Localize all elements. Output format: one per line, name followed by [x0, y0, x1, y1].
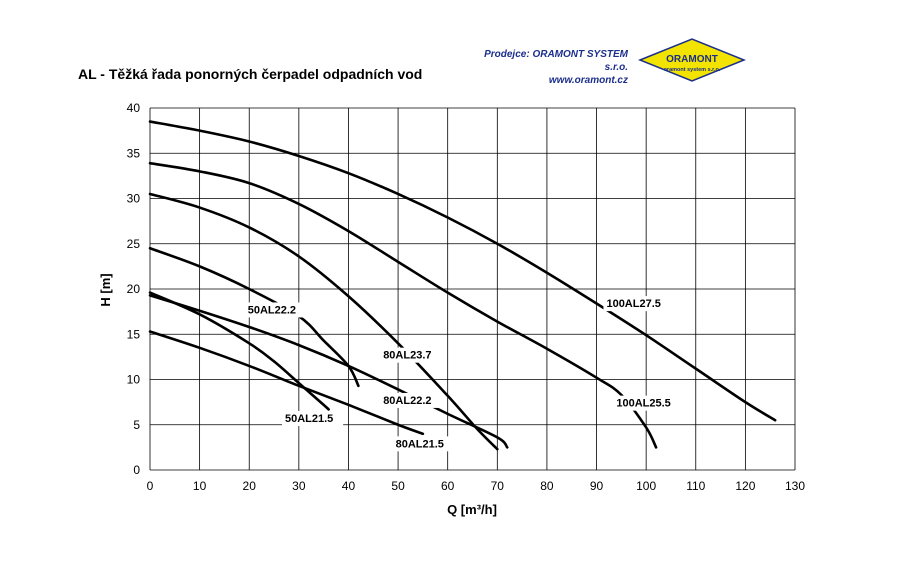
series-group	[148, 120, 777, 451]
y-axis-label: H [m]	[98, 273, 113, 306]
x-tick-label: 20	[243, 479, 257, 493]
y-tick-label: 35	[127, 146, 141, 160]
x-tick-label: 30	[292, 479, 306, 493]
x-axis-label: Q [m³/h]	[447, 502, 497, 517]
x-tick-label: 100	[636, 479, 656, 493]
curve-100al25.5	[148, 161, 658, 449]
y-tick-label: 0	[133, 463, 140, 477]
curve-label-bg	[380, 392, 442, 408]
x-tick-label: 110	[686, 479, 705, 493]
y-tick-label: 5	[133, 418, 140, 432]
curve-labels: 100AL27.5 100AL25.5 80AL23.7 80AL22.2 50AL22…	[244, 296, 682, 452]
curve-label-80al21.5: 80AL21.5	[396, 438, 444, 450]
x-tick-label: 70	[491, 479, 505, 493]
x-tick-label: 10	[193, 479, 207, 493]
curve-label-80al22.2: 80AL22.2	[383, 395, 431, 407]
x-tick-label: 80	[540, 479, 554, 493]
curve-label-bg	[281, 411, 344, 427]
y-tick-label: 40	[127, 101, 141, 115]
curve-label-bg	[603, 296, 672, 312]
x-tick-label: 40	[342, 479, 356, 493]
curve-100al27.5	[148, 120, 777, 422]
x-tick-label: 90	[590, 479, 604, 493]
curve-80al21.5	[148, 330, 425, 436]
dealer-web: www.oramont.cz	[548, 75, 628, 86]
y-tick-label: 30	[127, 192, 141, 206]
y-tick-label: 15	[127, 327, 141, 341]
dealer-company: ORAMONT SYSTEM s.r.o.	[532, 49, 628, 73]
x-tick-label: 120	[735, 479, 755, 493]
y-tick-label: 20	[127, 282, 141, 296]
curve-label-50al22.2: 50AL22.2	[248, 304, 296, 316]
oramont-logo: ORAMONT oramont system s.r.o.	[637, 38, 747, 82]
y-tick-label: 25	[127, 237, 141, 251]
curve-label-50al21.5: 50AL21.5	[285, 413, 333, 425]
curve-label-bg	[613, 395, 682, 411]
x-tick-label: 130	[785, 479, 805, 493]
logo-diamond	[637, 38, 747, 82]
curve-label-bg	[244, 302, 306, 318]
logo-text: ORAMONT	[666, 54, 718, 65]
chart-title: AL - Těžká řada ponorných čerpadel odpad…	[78, 66, 423, 82]
axes: 0 10 20 30 40 50 60 70 80 90 100 110 120 130 0 5 10 15 20 2…	[127, 101, 806, 493]
x-tick-label: 50	[391, 479, 405, 493]
x-tick-label: 60	[441, 479, 455, 493]
curve-label-80al23.7: 80AL23.7	[383, 350, 431, 362]
y-tick-label: 10	[127, 373, 141, 387]
x-tick-label: 0	[147, 479, 154, 493]
curve-label-100al25.5: 100AL25.5	[616, 398, 670, 410]
curve-label-bg	[392, 436, 454, 452]
curve-label-bg	[380, 347, 442, 363]
curve-80al23.7	[148, 192, 499, 451]
dealer-info: Prodejce: ORAMONT SYSTEM s.r.o. www.oram…	[468, 48, 628, 87]
curve-label-100al27.5: 100AL27.5	[606, 298, 660, 310]
logo-subtext: oramont system s.r.o.	[664, 67, 721, 73]
dealer-prefix: Prodejce:	[484, 49, 530, 60]
curve-50al21.5	[148, 291, 330, 411]
